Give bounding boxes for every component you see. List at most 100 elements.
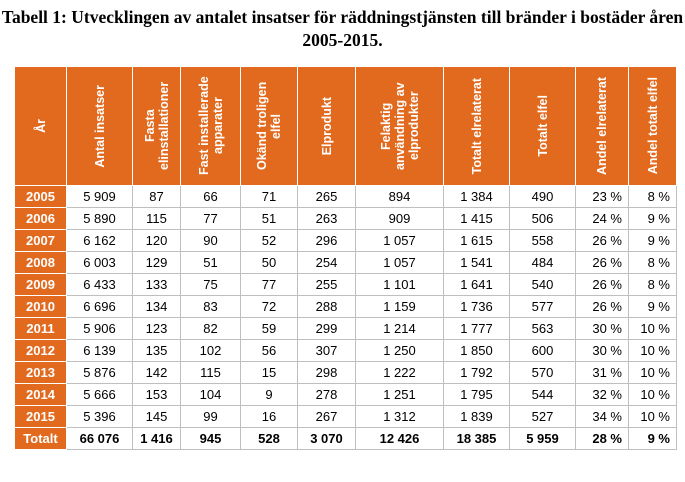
- column-header: Fasta elinstallationer: [132, 66, 181, 186]
- table-cell: 104: [180, 383, 241, 406]
- table-cell: 75: [180, 273, 241, 296]
- table-cell: 51: [240, 207, 298, 230]
- table-cell: 5 890: [66, 207, 133, 230]
- table-cell: 59: [240, 317, 298, 340]
- table-cell: 133: [132, 273, 181, 296]
- table-cell: 506: [509, 207, 576, 230]
- table-cell: 6 003: [66, 251, 133, 274]
- table-cell: 153: [132, 383, 181, 406]
- column-header: Elprodukt: [297, 66, 356, 186]
- table-cell: 10 %: [628, 317, 677, 340]
- table-cell: 1 384: [443, 185, 510, 208]
- table-row: 2007 6 162 120 90 52 296 1 057 1 615 558 26 % 9 %: [14, 229, 677, 252]
- table-cell: 1 541: [443, 251, 510, 274]
- table-cell: 72: [240, 295, 298, 318]
- table-cell: 6 162: [66, 229, 133, 252]
- table-cell: 909: [355, 207, 444, 230]
- table-cell: 1 415: [443, 207, 510, 230]
- table-cell: 90: [180, 229, 241, 252]
- data-table: År Antal insatser Fasta elinstallationer Fa…: [14, 66, 677, 450]
- table-cell: 299: [297, 317, 356, 340]
- table-cell: 1 057: [355, 229, 444, 252]
- table-cell: 527: [509, 405, 576, 428]
- table-cell: 115: [132, 207, 181, 230]
- table-cell: 1 736: [443, 295, 510, 318]
- table-row: 2010 6 696 134 83 72 288 1 159 1 736 577 26 % 9 %: [14, 295, 677, 318]
- table-cell: 9 %: [628, 207, 677, 230]
- year-cell: 2010: [14, 295, 67, 318]
- table-cell: 1 850: [443, 339, 510, 362]
- table-cell: 307: [297, 339, 356, 362]
- table-cell: 9 %: [628, 427, 677, 450]
- column-header-label: Elprodukt: [319, 96, 334, 156]
- table-cell: 115: [180, 361, 241, 384]
- table-cell: 8 %: [628, 251, 677, 274]
- column-header-label: Felaktig användning av elprodukter: [378, 82, 421, 170]
- table-cell: 1 222: [355, 361, 444, 384]
- table-cell: 267: [297, 405, 356, 428]
- table-cell: 82: [180, 317, 241, 340]
- table-row: 2013 5 876 142 115 15 298 1 222 1 792 570 31 % 10 …: [14, 361, 677, 384]
- table-cell: 26 %: [575, 229, 629, 252]
- year-cell: 2015: [14, 405, 67, 428]
- table-cell: 24 %: [575, 207, 629, 230]
- table-cell: 1 101: [355, 273, 444, 296]
- table-cell: 570: [509, 361, 576, 384]
- table-cell: 6 139: [66, 339, 133, 362]
- table-cell: 9 %: [628, 229, 677, 252]
- table-cell: 135: [132, 339, 181, 362]
- table-cell: 102: [180, 339, 241, 362]
- table-cell: 34 %: [575, 405, 629, 428]
- table-cell: 129: [132, 251, 181, 274]
- table-cell: 9 %: [628, 295, 677, 318]
- table-cell: 1 057: [355, 251, 444, 274]
- table-cell: 66: [180, 185, 241, 208]
- year-cell: 2013: [14, 361, 67, 384]
- table-cell: 5 876: [66, 361, 133, 384]
- table-cell: 5 396: [66, 405, 133, 428]
- table-cell: 56: [240, 339, 298, 362]
- table-cell: 66 076: [66, 427, 133, 450]
- table-cell: 31 %: [575, 361, 629, 384]
- year-cell: 2007: [14, 229, 67, 252]
- table-cell: 5 959: [509, 427, 576, 450]
- table-cell: 83: [180, 295, 241, 318]
- column-header: Okänd troligen elfel: [240, 66, 298, 186]
- table-cell: 71: [240, 185, 298, 208]
- table-cell: 1 777: [443, 317, 510, 340]
- table-cell: 544: [509, 383, 576, 406]
- table-cell: 8 %: [628, 273, 677, 296]
- table-cell: 558: [509, 229, 576, 252]
- table-cell: 288: [297, 295, 356, 318]
- table-cell: 296: [297, 229, 356, 252]
- table-row: 2005 5 909 87 66 71 265 894 1 384 490 23 % 8 %: [14, 185, 677, 208]
- table-cell: 5 906: [66, 317, 133, 340]
- table-cell: 10 %: [628, 383, 677, 406]
- table-cell: 16: [240, 405, 298, 428]
- table-cell: 600: [509, 339, 576, 362]
- table-body: 2005 5 909 87 66 71 265 894 1 384 490 23 % 8 % 2006…: [14, 185, 677, 450]
- table-row: 2014 5 666 153 104 9 278 1 251 1 795 544 32 % 10 %: [14, 383, 677, 406]
- table-cell: 87: [132, 185, 181, 208]
- table-cell: 6 433: [66, 273, 133, 296]
- table-cell: 5 666: [66, 383, 133, 406]
- table-cell: 1 792: [443, 361, 510, 384]
- header-row: År Antal insatser Fasta elinstallationer Fa…: [14, 66, 677, 186]
- table-cell: 254: [297, 251, 356, 274]
- table-cell: 142: [132, 361, 181, 384]
- table-cell: 32 %: [575, 383, 629, 406]
- table-cell: 1 795: [443, 383, 510, 406]
- table-cell: 26 %: [575, 251, 629, 274]
- total-row: Totalt 66 076 1 416 945 528 3 070 12 426 18 385…: [14, 427, 677, 450]
- table-cell: 945: [180, 427, 241, 450]
- column-header: Andel totalt elfel: [628, 66, 677, 186]
- table-cell: 123: [132, 317, 181, 340]
- table-cell: 30 %: [575, 339, 629, 362]
- year-cell: 2011: [14, 317, 67, 340]
- column-header: Fast installerade apparater: [180, 66, 241, 186]
- table-cell: 263: [297, 207, 356, 230]
- table-cell: 10 %: [628, 339, 677, 362]
- table-cell: 134: [132, 295, 181, 318]
- table-cell: 10 %: [628, 361, 677, 384]
- column-header: Andel elrelaterat: [575, 66, 629, 186]
